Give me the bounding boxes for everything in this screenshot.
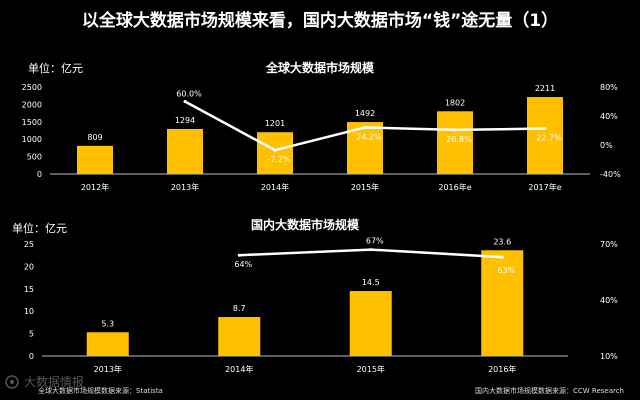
bar-value-label: 809 xyxy=(87,133,102,142)
chart-title: 国内大数据市场规模 xyxy=(251,217,360,232)
x-tick-label: 2013年 xyxy=(171,182,199,192)
x-tick-label: 2013年 xyxy=(94,364,122,374)
source-left: 全球大数据市场规模数据来源：Statista xyxy=(38,387,163,395)
y-tick-label: 1500 xyxy=(22,118,42,127)
watermark-logo-icon xyxy=(5,375,19,389)
bar xyxy=(218,317,261,356)
bar xyxy=(77,145,113,174)
bar xyxy=(349,291,392,356)
unit-label: 单位：亿元 xyxy=(12,221,67,235)
y-tick-label: 25 xyxy=(24,240,34,249)
growth-value-label: 60.0% xyxy=(176,90,202,99)
x-tick-label: 2014年 xyxy=(261,182,289,192)
bar-value-label: 23.6 xyxy=(493,237,511,246)
y2-tick-label: 40% xyxy=(600,296,618,305)
y2-tick-label: 70% xyxy=(600,240,618,249)
growth-point xyxy=(453,128,457,132)
y2-tick-label: 0% xyxy=(600,141,613,150)
growth-value-label: 64% xyxy=(234,260,252,269)
growth-point xyxy=(363,125,367,129)
source-right: 国内大数据市场规模数据来源：CCW Research xyxy=(474,387,624,395)
growth-point xyxy=(237,253,241,257)
bar xyxy=(167,128,203,174)
y-tick-label: 1000 xyxy=(22,135,42,144)
bar xyxy=(481,250,524,356)
x-tick-label: 2016年e xyxy=(438,182,471,192)
unit-label: 单位：亿元 xyxy=(28,61,83,75)
bar xyxy=(86,332,129,356)
watermark-text: 大数据情报 xyxy=(24,374,84,389)
bar xyxy=(527,97,563,174)
y2-tick-label: 10% xyxy=(600,352,618,361)
growth-point xyxy=(273,148,277,152)
growth-point xyxy=(543,127,547,131)
bar-value-label: 8.7 xyxy=(233,304,246,313)
x-tick-label: 2017年e xyxy=(528,182,561,192)
x-tick-label: 2014年 xyxy=(225,364,253,374)
y2-tick-label: 40% xyxy=(600,112,618,121)
y-tick-label: 5 xyxy=(29,330,34,339)
growth-value-label: 63% xyxy=(497,266,515,275)
growth-point xyxy=(500,255,504,259)
y-tick-label: 0 xyxy=(29,352,34,361)
bar xyxy=(257,132,293,174)
x-tick-label: 2016年 xyxy=(488,364,516,374)
page-title: 以全球大数据市场规模来看，国内大数据市场“钱”途无量（1） xyxy=(81,11,559,31)
growth-value-label: 24.2% xyxy=(356,132,382,141)
growth-point xyxy=(183,100,187,103)
y-tick-label: 0 xyxy=(37,170,42,179)
watermark-logo: 大数据情报 xyxy=(5,374,84,389)
growth-value-label: -7.2% xyxy=(267,155,291,164)
y-tick-label: 500 xyxy=(27,153,42,162)
bar-value-label: 14.5 xyxy=(362,278,380,287)
y-tick-label: 15 xyxy=(24,285,34,294)
x-tick-label: 2012年 xyxy=(81,182,109,192)
growth-point xyxy=(369,248,373,252)
bar xyxy=(437,111,473,174)
bar-value-label: 1201 xyxy=(265,119,285,128)
growth-value-label: 67% xyxy=(366,237,384,246)
bar-value-label: 1492 xyxy=(355,109,375,118)
bar-value-label: 1294 xyxy=(175,116,195,125)
y2-tick-label: -40% xyxy=(600,170,621,179)
bar-value-label: 5.3 xyxy=(101,319,114,328)
growth-value-label: 20.8% xyxy=(446,135,472,144)
bar-value-label: 1802 xyxy=(445,98,465,107)
y2-tick-label: 80% xyxy=(600,83,618,92)
y-tick-label: 20 xyxy=(24,262,34,271)
bar-value-label: 2211 xyxy=(535,84,555,93)
y-tick-label: 10 xyxy=(24,307,34,316)
y-tick-label: 2500 xyxy=(22,83,42,92)
growth-value-label: 22.7% xyxy=(536,134,562,143)
x-tick-label: 2015年 xyxy=(351,182,379,192)
x-tick-label: 2015年 xyxy=(357,364,385,374)
y-tick-label: 2000 xyxy=(22,100,42,109)
chart-title: 全球大数据市场规模 xyxy=(265,60,375,75)
